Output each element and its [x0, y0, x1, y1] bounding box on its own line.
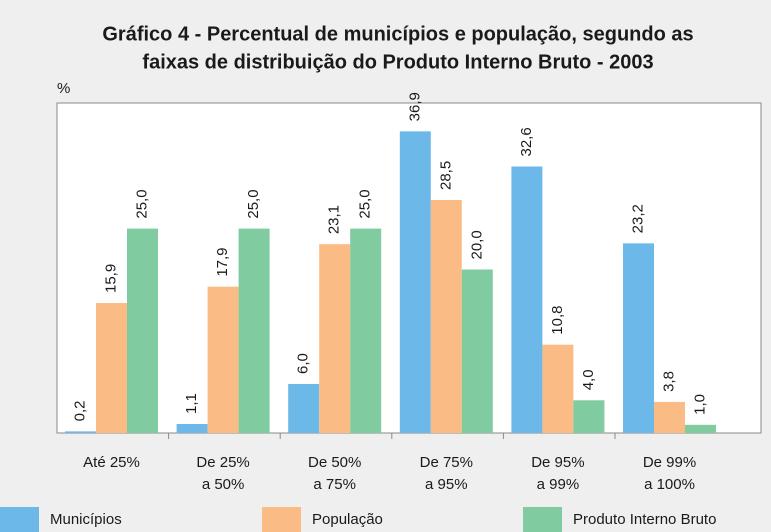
legend-swatch	[262, 507, 301, 532]
x-tick-label: a 50%	[202, 476, 245, 493]
x-tick-label: De 50%	[308, 454, 361, 471]
bar	[207, 286, 239, 433]
data-label: 17,9	[214, 247, 231, 276]
bar	[176, 424, 208, 433]
x-tick-label: Até 25%	[83, 454, 140, 471]
x-tick-label: De 99%	[643, 454, 696, 471]
bar	[430, 200, 462, 433]
legend-label: Municípios	[50, 511, 122, 528]
bar	[685, 424, 716, 433]
chart-title: Gráfico 4 - Percentual de municípios e p…	[102, 23, 693, 45]
data-label: 1,0	[691, 394, 708, 415]
bar	[461, 269, 493, 433]
legend-swatch	[523, 507, 562, 532]
bar	[623, 243, 654, 433]
data-label: 23,1	[326, 205, 343, 234]
legend-swatch	[0, 507, 39, 532]
x-tick-label: a 99%	[537, 476, 580, 493]
x-tick-label: a 95%	[425, 476, 468, 493]
legend-label: População	[312, 511, 383, 528]
bar	[238, 228, 270, 433]
bar	[654, 401, 685, 433]
bar	[399, 131, 431, 433]
bar	[319, 244, 351, 433]
data-label: 25,0	[245, 189, 262, 218]
data-label: 28,5	[437, 161, 454, 190]
chart-title: faixas de distribuição do Produto Intern…	[142, 51, 653, 73]
data-label: 3,8	[660, 371, 677, 392]
data-label: 23,2	[629, 204, 646, 233]
legend-label: Produto Interno Bruto	[573, 511, 716, 528]
data-label: 1,1	[183, 393, 200, 414]
x-tick-label: De 95%	[531, 454, 584, 471]
bar	[542, 344, 574, 433]
bar	[350, 228, 382, 433]
bar	[573, 400, 605, 433]
data-label: 10,8	[549, 306, 566, 335]
data-label: 32,6	[518, 127, 535, 156]
bar	[511, 166, 543, 433]
x-tick-label: a 75%	[313, 476, 356, 493]
bar	[127, 228, 158, 433]
data-label: 25,0	[133, 189, 150, 218]
data-label: 25,0	[357, 189, 374, 218]
data-label: 0,2	[71, 401, 88, 422]
x-tick-label: De 25%	[196, 454, 249, 471]
data-label: 6,0	[295, 353, 312, 374]
bar	[65, 431, 96, 433]
x-tick-label: De 75%	[420, 454, 473, 471]
data-label: 36,9	[406, 92, 423, 121]
bar	[96, 303, 127, 433]
data-label: 20,0	[468, 230, 485, 259]
data-label: 15,9	[102, 264, 119, 293]
y-axis-label: %	[57, 80, 70, 97]
bar	[288, 383, 320, 433]
data-label: 4,0	[580, 369, 597, 390]
x-tick-label: a 100%	[644, 476, 695, 493]
